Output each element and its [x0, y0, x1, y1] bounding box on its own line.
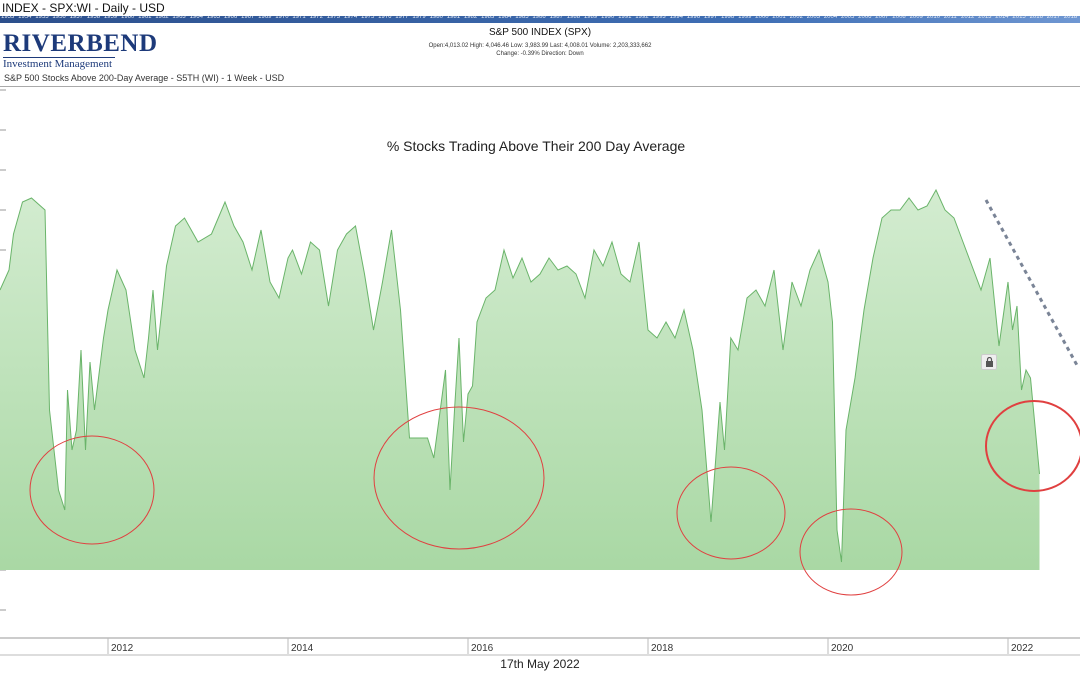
year-strip-label[interactable]: 1973 [326, 16, 341, 20]
x-tick-label: 2016 [471, 643, 494, 654]
year-strip-label[interactable]: 1975 [361, 16, 375, 20]
year-strip-label[interactable]: 2012 [961, 16, 975, 20]
logo-rule [3, 57, 115, 58]
breadth-line [0, 188, 1040, 563]
year-strip-label[interactable]: 1963 [172, 16, 186, 20]
lock-icon[interactable] [981, 354, 997, 370]
annotation-circle [799, 508, 903, 596]
x-tick-label: 2014 [291, 643, 314, 654]
year-strip-label[interactable]: 1970 [275, 16, 289, 20]
year-strip-label[interactable]: 1959 [103, 16, 118, 20]
x-tick-label: 2020 [831, 643, 854, 654]
year-strip-label[interactable]: 1981 [446, 16, 461, 20]
year-strip-label[interactable]: 1998 [721, 16, 735, 20]
logo-subtitle: Investment Management [3, 58, 113, 70]
index-stats: Open:4,013.02 High: 4,046.46 Low: 3,983.… [428, 43, 652, 49]
year-strip-label[interactable]: 1987 [549, 16, 563, 20]
panel-divider [0, 86, 1080, 87]
year-strip-label[interactable]: 2017 [1046, 16, 1061, 20]
annotation-circle [373, 406, 545, 550]
year-strip-label[interactable]: 1953 [1, 16, 15, 20]
year-strip-label[interactable]: 1988 [566, 16, 581, 20]
x-tick-label: 2018 [651, 643, 674, 654]
year-strip-label[interactable]: 1997 [703, 16, 718, 20]
year-strip-label[interactable]: 1965 [206, 16, 221, 20]
year-strip-label[interactable]: 1984 [498, 16, 512, 20]
year-strip-label[interactable]: 2001 [772, 16, 786, 20]
year-strip-label[interactable]: 2004 [823, 16, 838, 20]
year-strip-label[interactable]: 2013 [978, 16, 992, 20]
year-strip-label[interactable]: 1962 [155, 16, 169, 20]
year-strip-label[interactable]: 1993 [652, 16, 666, 20]
year-strip-label[interactable]: 2008 [892, 16, 906, 20]
year-strip-label[interactable]: 1960 [121, 16, 135, 20]
panel-subtitle: S&P 500 Stocks Above 200-Day Average - S… [4, 73, 285, 83]
year-strip-label[interactable]: 1974 [343, 16, 358, 20]
x-tick-label: 2012 [111, 643, 134, 654]
x-tick-label: 2022 [1011, 643, 1034, 654]
chart-title: % Stocks Trading Above Their 200 Day Ave… [386, 138, 686, 154]
riverbend-logo: RIVERBEND Investment Management [3, 30, 158, 70]
year-strip-label[interactable]: 2016 [1029, 16, 1043, 20]
year-strip-label[interactable]: 2010 [926, 16, 941, 20]
window-title: INDEX - SPX:WI - Daily - USD [2, 1, 165, 15]
year-strip-label[interactable]: 1980 [429, 16, 443, 20]
date-stamp: 17th May 2022 [500, 657, 580, 671]
year-strip-label[interactable]: 2002 [789, 16, 803, 20]
year-strip-label[interactable]: 2018 [1063, 16, 1078, 20]
year-strip-label[interactable]: 2009 [909, 16, 923, 20]
year-strip-label[interactable]: 1992 [635, 16, 649, 20]
year-strip-label[interactable]: 1964 [189, 16, 203, 20]
year-strip-label[interactable]: 1979 [412, 16, 426, 20]
year-strip-label[interactable]: 1966 [223, 16, 238, 20]
year-strip-label[interactable]: 1955 [35, 16, 49, 20]
annotation-circle [676, 466, 786, 560]
year-strip-label[interactable]: 1994 [669, 16, 683, 20]
year-strip-label[interactable]: 2014 [995, 16, 1009, 20]
annotation-circle [29, 435, 155, 545]
year-strip-label[interactable]: 2000 [755, 16, 769, 20]
year-strip-label[interactable]: 1991 [618, 16, 632, 20]
year-strip-label[interactable]: 1985 [515, 16, 529, 20]
year-strip-label[interactable]: 1986 [532, 16, 546, 20]
year-strip-label[interactable]: 2006 [858, 16, 872, 20]
year-strip-label[interactable]: 1957 [69, 16, 83, 20]
year-strip-label[interactable]: 1969 [258, 16, 272, 20]
year-strip-label[interactable]: 1976 [378, 16, 392, 20]
annotation-circle [985, 400, 1080, 492]
year-strip-label[interactable]: 1983 [481, 16, 495, 20]
year-strip-label[interactable]: 1977 [395, 16, 409, 20]
year-strip-label[interactable]: 1956 [52, 16, 66, 20]
year-strip-label[interactable]: 2007 [875, 16, 889, 20]
year-strip-label[interactable]: 1996 [686, 16, 701, 20]
index-change: Change: -0.39% Direction: Down [496, 51, 584, 57]
year-strip-label[interactable]: 1982 [463, 16, 478, 20]
year-strip-label[interactable]: 1989 [583, 16, 598, 20]
year-strip-label[interactable]: 2005 [841, 16, 855, 20]
index-title: S&P 500 INDEX (SPX) [488, 27, 592, 38]
year-navigation-strip[interactable]: 1953 1954 1955 1956 1957 1958 1959 1960 1961 1962… [0, 16, 1080, 23]
year-strip-label[interactable]: 1990 [601, 16, 615, 20]
index-header: S&P 500 INDEX (SPX) Open:4,013.02 High: … [400, 27, 680, 57]
year-strip-label[interactable]: 2015 [1012, 16, 1026, 20]
year-strip-label[interactable]: 1958 [86, 16, 101, 20]
logo-name: RIVERBEND [3, 30, 158, 57]
year-strip-label[interactable]: 1999 [738, 16, 752, 20]
year-strip-label[interactable]: 1972 [309, 16, 323, 20]
year-strip-label[interactable]: 1967 [241, 16, 255, 20]
year-strip-label[interactable]: 1971 [292, 16, 306, 20]
year-strip-label[interactable]: 1961 [138, 16, 152, 20]
year-strip-label[interactable]: 2011 [943, 16, 957, 20]
year-strip-label[interactable]: 2003 [806, 16, 821, 20]
breadth-area [0, 190, 1040, 570]
year-strip-label[interactable]: 1954 [18, 16, 32, 20]
